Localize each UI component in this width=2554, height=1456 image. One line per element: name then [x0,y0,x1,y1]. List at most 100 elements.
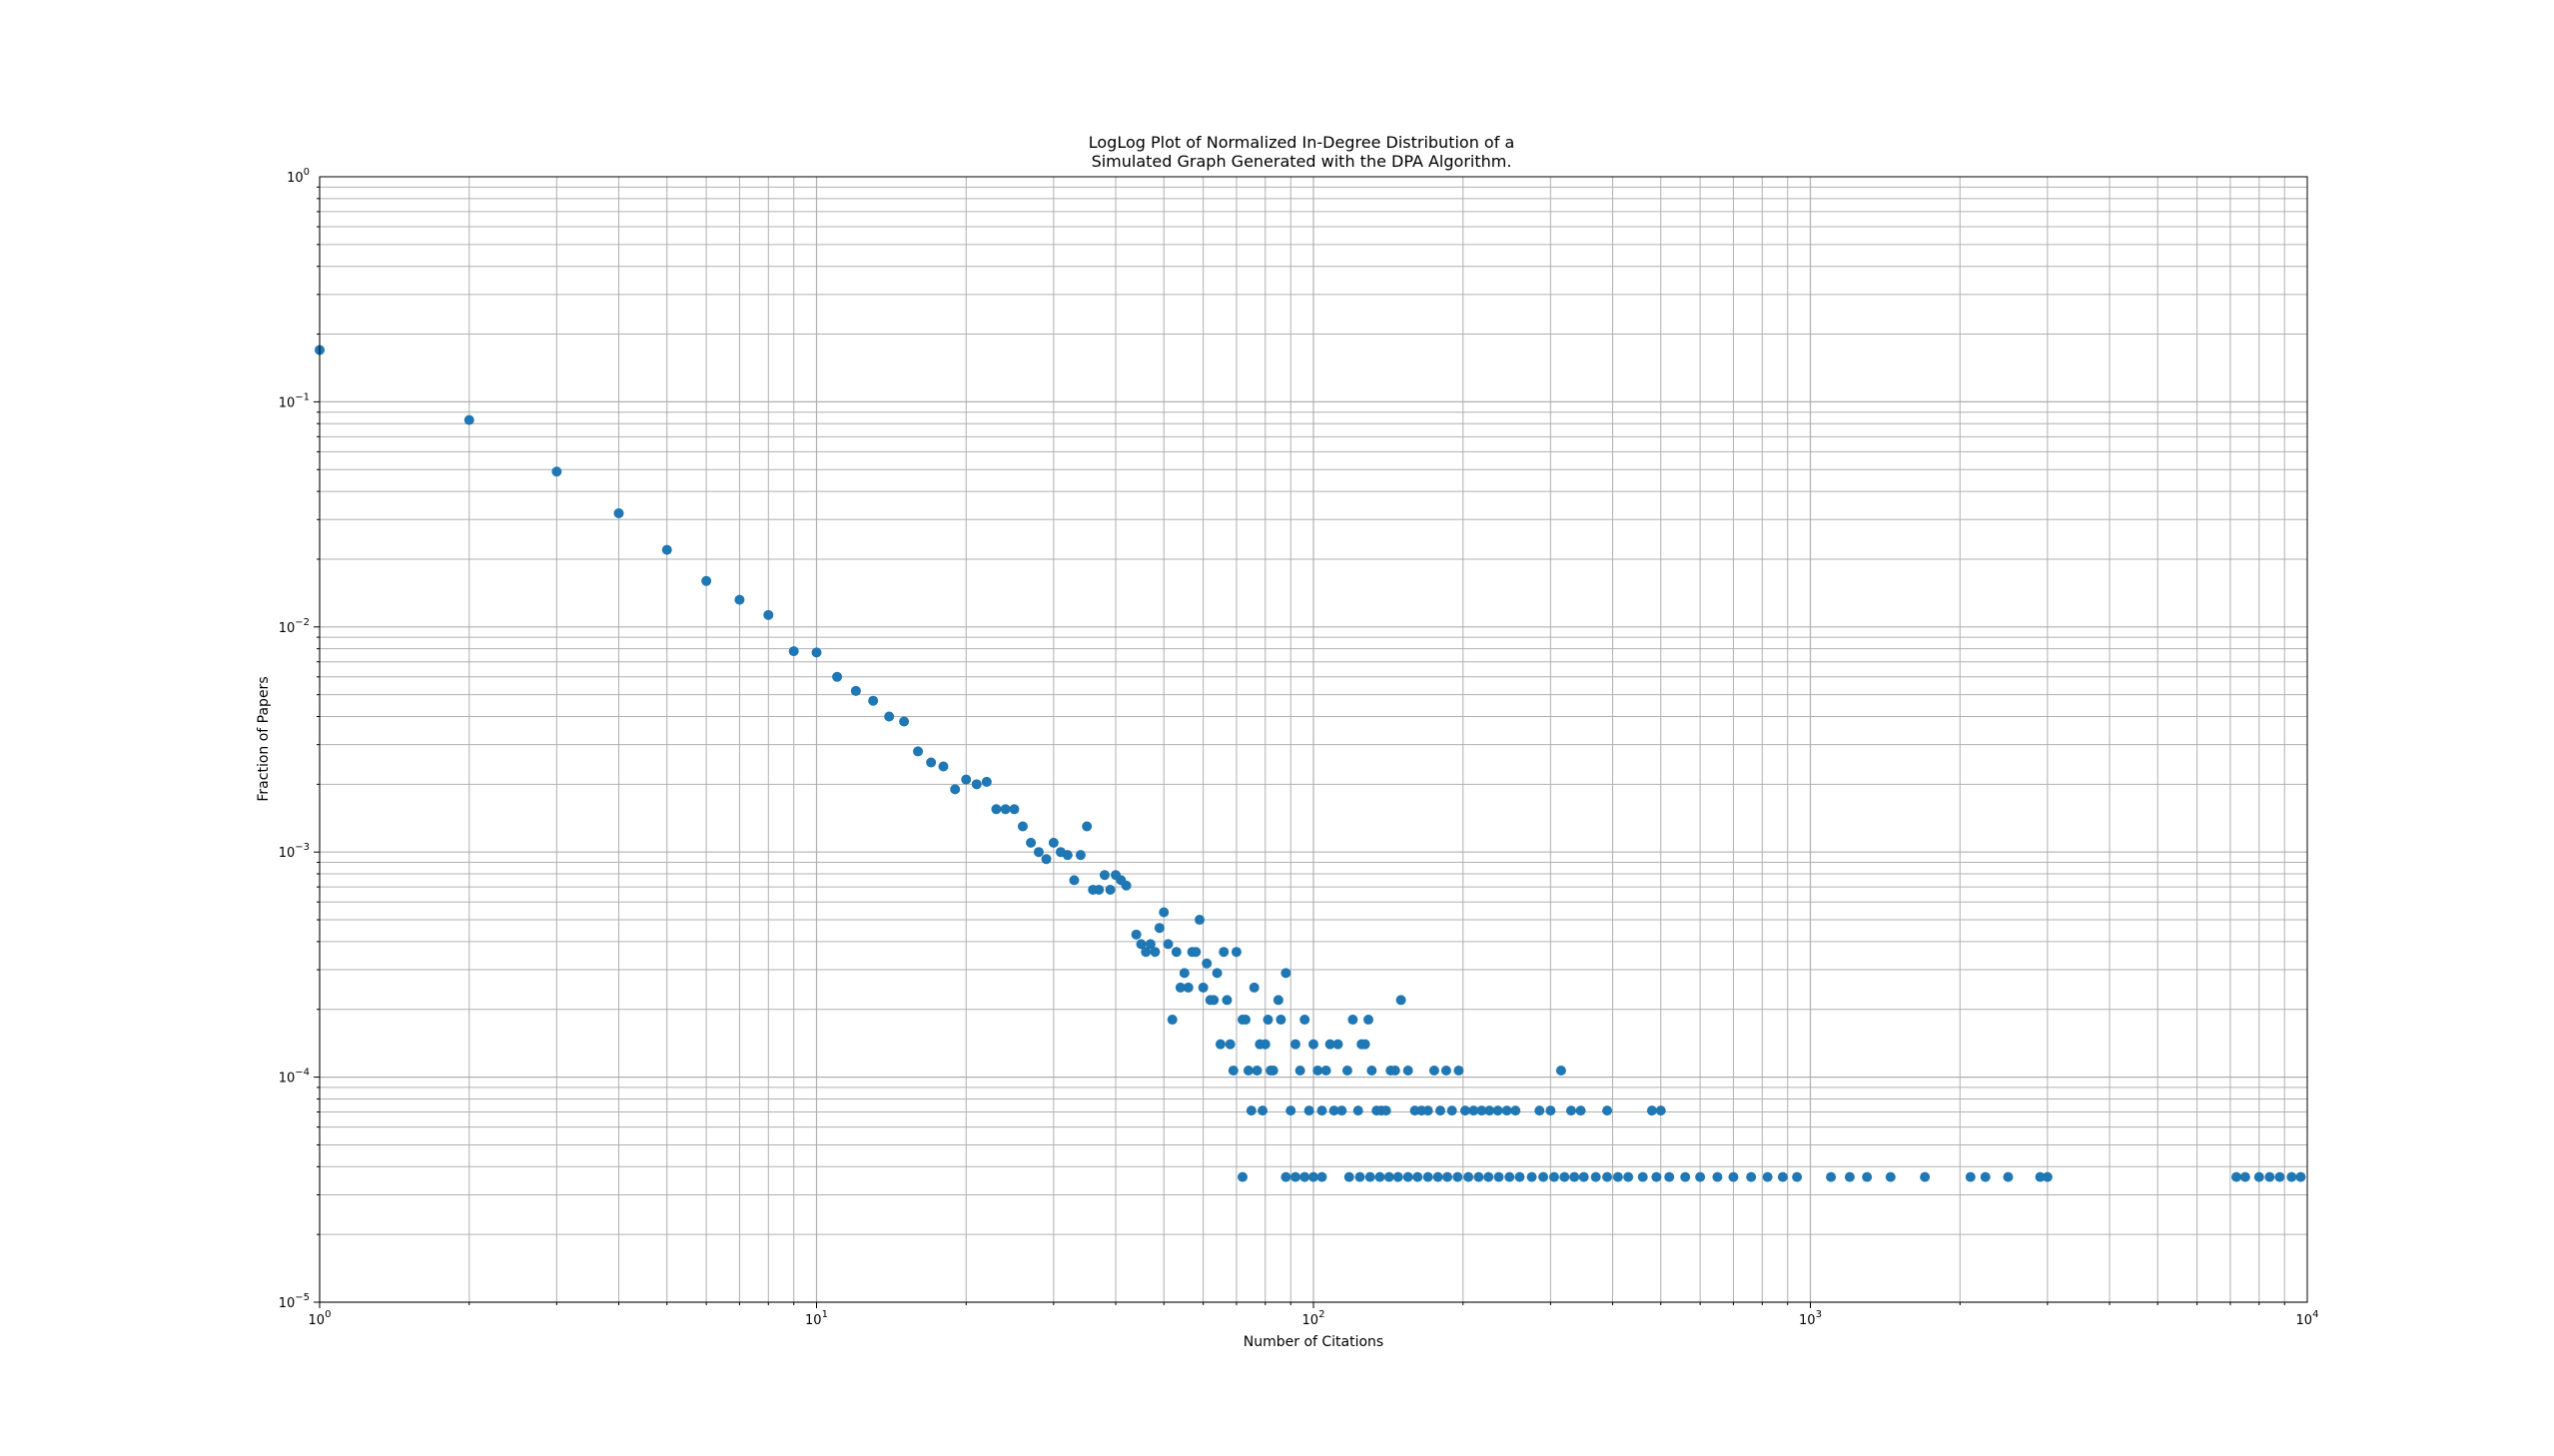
data-point [1538,1171,1549,1182]
data-point [1762,1171,1773,1182]
data-point [1514,1171,1525,1182]
data-point [1228,1065,1239,1076]
data-point [2239,1171,2250,1182]
data-point [1198,982,1209,993]
data-point [1017,821,1028,832]
x-tick-label: 101 [805,1309,828,1328]
axis-ticks: 100 101 102 103 104 10−5 10−4 10−3 10−2 10−1 100 [279,167,2319,1328]
data-point [613,507,624,518]
data-point [1163,939,1174,950]
data-point [1299,1171,1310,1182]
data-point [1099,870,1110,881]
data-point [1569,1171,1580,1182]
data-point [1191,947,1202,958]
data-point [1980,1171,1991,1182]
data-point [788,646,799,657]
data-point [1179,968,1190,979]
data-point [2003,1171,2014,1182]
data-point [1316,1171,1327,1182]
data-point [899,716,910,727]
data-point [1623,1171,1634,1182]
data-point [868,695,879,706]
data-point [961,774,972,785]
data-point [1320,1065,1331,1076]
data-point [1459,1105,1470,1116]
data-point [1359,1039,1370,1050]
y-axis-label: Fraction of Papers [256,676,272,801]
data-point [1136,939,1147,950]
data-point [1534,1105,1545,1116]
data-point [1268,1065,1278,1076]
data-point [1484,1105,1495,1116]
data-point [463,414,474,425]
data-point [1575,1105,1586,1116]
data-point [1347,1015,1358,1026]
data-point [1280,1171,1291,1182]
data-point [1299,1015,1310,1026]
data-point [1175,982,1186,993]
data-point [1105,884,1116,895]
data-point [1252,1065,1263,1076]
data-point [1209,995,1220,1006]
x-tick-label: 100 [309,1309,332,1328]
y-tick-label: 10−2 [279,617,310,636]
data-point [1602,1171,1613,1182]
data-point [1258,1105,1269,1116]
data-point [1712,1171,1723,1182]
data-point [2286,1171,2297,1182]
data-point [1332,1039,1343,1050]
data-point [832,671,843,682]
data-point [2274,1171,2285,1182]
data-point [1308,1171,1318,1182]
data-point [1501,1105,1512,1116]
data-point [1194,915,1205,926]
data-point [1263,1015,1274,1026]
data-point [1844,1171,1855,1182]
data-point [1082,821,1093,832]
data-point [1548,1171,1559,1182]
data-point [701,575,712,586]
data-point [2035,1171,2046,1182]
chart-title-line2: Simulated Graph Generated with the DPA A… [1092,152,1512,171]
data-point [913,746,924,757]
data-point [1238,1171,1249,1182]
data-point [1637,1171,1648,1182]
data-point [1412,1171,1423,1182]
data-point [734,594,745,605]
data-point [1241,1015,1252,1026]
chart-title-line1: LogLog Plot of Normalized In-Degree Dist… [1089,133,1515,152]
data-point [1374,1171,1385,1182]
data-point [1289,1171,1300,1182]
data-point [1131,929,1142,940]
data-point [1215,1039,1226,1050]
y-tick-label: 100 [287,167,310,186]
data-point [1366,1065,1377,1076]
data-point [1422,1105,1433,1116]
data-point [1965,1171,1976,1182]
data-point [1276,1015,1286,1026]
data-point [1434,1105,1445,1116]
data-point [1483,1171,1494,1182]
data-point [1746,1171,1757,1182]
data-point [1612,1171,1623,1182]
data-point [884,711,895,722]
data-point [1159,907,1170,918]
data-point [1280,968,1291,979]
data-point [1402,1171,1413,1182]
data-point [1826,1171,1837,1182]
data-point [1442,1171,1453,1182]
data-point [1183,982,1194,993]
data-point [1308,1039,1318,1050]
data-point [1167,1015,1178,1026]
data-point [811,647,822,658]
data-point [1026,837,1037,848]
data-point [1646,1105,1657,1116]
data-point [1041,854,1052,865]
data-point [1145,939,1156,950]
data-point [1526,1171,1537,1182]
data-point [1680,1171,1691,1182]
data-point [1171,947,1182,958]
data-point [1545,1105,1556,1116]
y-tick-label: 10−3 [279,842,310,861]
data-point [1402,1065,1413,1076]
